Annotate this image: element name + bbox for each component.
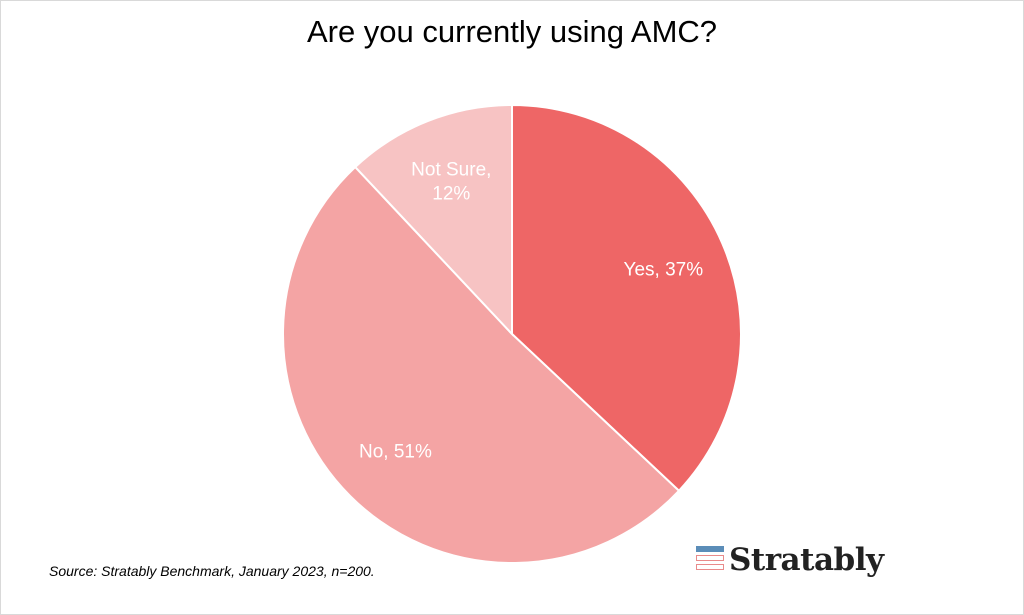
logo-bars-icon [696,545,724,575]
slice-label-not-sure: Not Sure, 12% [411,160,491,205]
chart-title: Are you currently using AMC? [306,14,718,49]
stratably-logo: Stratably [696,542,884,578]
pie-slice-not-sure [353,103,513,337]
slice-label-yes: Yes, 37% [624,260,704,281]
pie-slice-yes [511,103,742,493]
slice-label-no: No, 51% [359,442,432,463]
source-note: Source: Stratably Benchmark, January 202… [49,563,375,579]
logo-text: Stratably [729,542,884,578]
pie-slice-no [281,165,681,565]
